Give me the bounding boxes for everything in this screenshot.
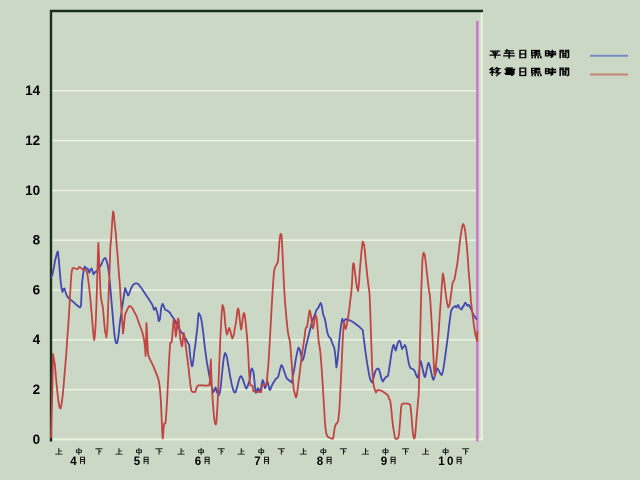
svg-text:0: 0 [33, 432, 41, 447]
svg-text:10: 10 [25, 183, 40, 198]
svg-text:0: 0 [447, 456, 453, 468]
svg-text:8: 8 [317, 456, 324, 468]
svg-text:9: 9 [381, 456, 387, 468]
svg-text:12: 12 [25, 133, 40, 148]
svg-text:5: 5 [134, 456, 141, 468]
svg-text:7: 7 [254, 456, 260, 468]
svg-text:4: 4 [33, 332, 41, 347]
svg-text:14: 14 [25, 83, 41, 98]
svg-text:6: 6 [33, 282, 41, 297]
svg-text:4: 4 [70, 456, 77, 468]
svg-text:1: 1 [438, 456, 445, 468]
svg-text:2: 2 [33, 382, 41, 397]
svg-text:6: 6 [195, 456, 201, 468]
svg-text:8: 8 [33, 233, 41, 248]
